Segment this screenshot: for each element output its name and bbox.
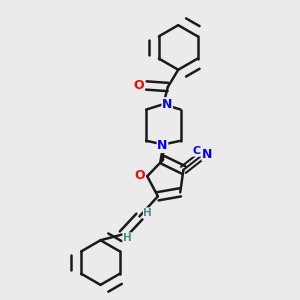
Text: O: O: [134, 79, 144, 92]
Text: N: N: [162, 98, 172, 111]
Text: H: H: [143, 208, 152, 218]
Text: N: N: [157, 140, 168, 152]
Text: H: H: [123, 233, 132, 243]
Text: O: O: [134, 169, 145, 182]
Text: C: C: [192, 146, 200, 156]
Text: N: N: [202, 148, 212, 160]
